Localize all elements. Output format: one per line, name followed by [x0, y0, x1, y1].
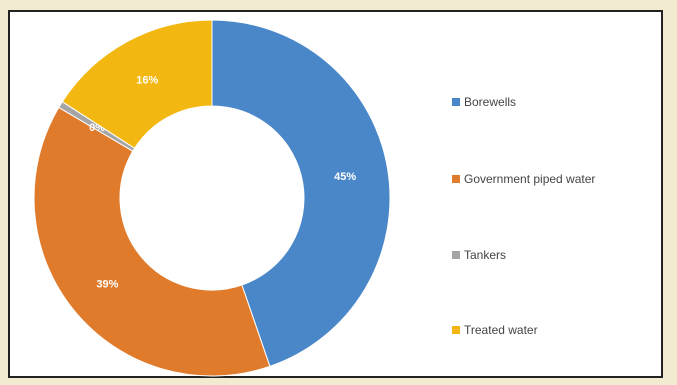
legend-label-tankers: Tankers [464, 248, 507, 262]
legend-label-borewells: Borewells [464, 95, 517, 109]
data-label-government-piped-water: 39% [96, 278, 118, 290]
legend-item-borewells: Borewells [452, 95, 516, 109]
data-label-treated-water: 16% [136, 75, 158, 87]
legend-swatch-government-piped-water [452, 175, 460, 183]
donut-slice-borewells [211, 19, 391, 367]
donut-slice-government-piped-water [33, 106, 271, 377]
donut-slice-treated-water [61, 19, 213, 149]
legend-label-treated-water: Treated water [464, 323, 538, 337]
legend-label-government-piped-water: Government piped water [464, 172, 596, 186]
legend-item-government-piped-water: Government piped water [452, 172, 595, 186]
legend-swatch-treated-water [452, 326, 460, 334]
legend-item-treated-water: Treated water [452, 323, 538, 337]
legend-swatch-tankers [452, 251, 460, 259]
data-label-borewells: 45% [334, 171, 356, 183]
legend-swatch-borewells [452, 98, 460, 106]
legend-item-tankers: Tankers [452, 248, 506, 262]
